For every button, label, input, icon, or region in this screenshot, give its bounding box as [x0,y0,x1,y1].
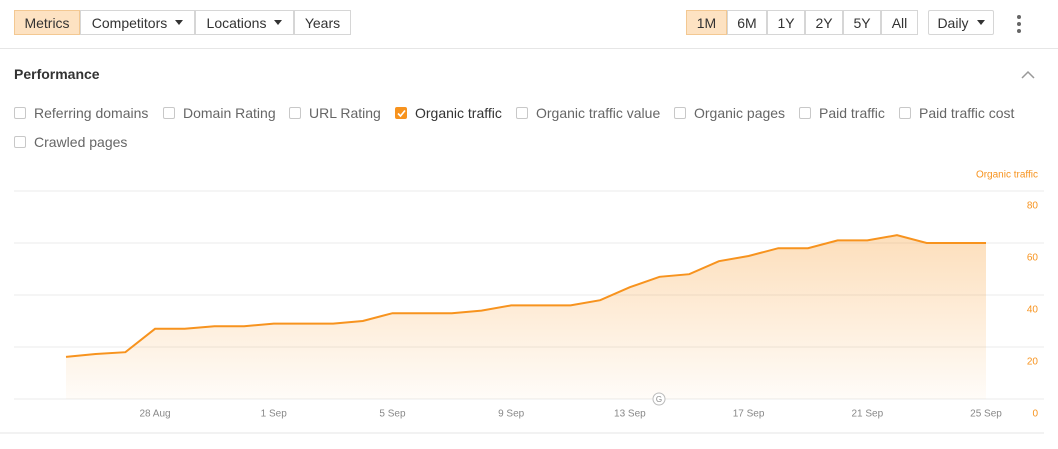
range-button[interactable]: 1M [686,10,727,35]
x-tick-label: 21 Sep [851,409,883,420]
checkbox-label: Paid traffic cost [919,105,1015,121]
checkbox[interactable]: Paid traffic [799,105,885,121]
checkbox-box [163,107,175,119]
checkbox-box [289,107,301,119]
checkbox[interactable]: URL Rating [289,105,381,121]
checkbox-label: Domain Rating [183,105,276,121]
range-label: All [891,14,908,31]
checkbox-box [14,107,26,119]
section-title: Performance [14,66,100,82]
interval-dropdown[interactable]: Daily [928,10,994,35]
range-button[interactable]: 6M [727,10,767,35]
y-axis-label: Organic traffic [976,170,1038,181]
range-button[interactable]: 5Y [843,10,881,35]
checkbox-box [14,136,26,148]
x-tick-label: 25 Sep [970,409,1002,420]
tab-label: Locations [206,14,267,31]
checkbox[interactable]: Domain Rating [163,105,276,121]
interval-label: Daily [937,14,969,31]
range-label: 1M [696,14,717,31]
x-tick-label: 17 Sep [733,409,765,420]
tab[interactable]: Locations [195,10,294,35]
checkbox-box [395,107,407,119]
caret [274,20,283,25]
more-menu[interactable] [1017,15,1021,33]
divider [0,48,1058,49]
checkbox-label: Crawled pages [34,134,128,150]
area [66,235,986,399]
tab-label: Metrics [24,14,70,31]
tab[interactable]: Metrics [14,10,80,35]
checkbox-box [799,107,811,119]
checkbox-label: Referring domains [34,105,149,121]
y-tick-label: 20 [1027,357,1039,368]
x-tick-label: 13 Sep [614,409,646,420]
range-label: 6M [737,14,757,31]
y-tick-label: 0 [1032,409,1038,420]
tab-label: Years [304,14,341,31]
caret [175,20,184,25]
checkbox[interactable]: Organic traffic [395,105,502,121]
checkbox[interactable]: Paid traffic cost [899,105,1014,121]
x-tick-label: 5 Sep [379,409,406,420]
range-label: 2Y [815,14,833,31]
y-tick-label: 40 [1027,305,1039,316]
checkbox-label: Organic traffic [415,105,502,121]
tab[interactable]: Competitors [80,10,195,35]
checkbox-box [899,107,911,119]
tab-label: Competitors [91,14,168,31]
range-button[interactable]: 2Y [805,10,843,35]
checkbox[interactable]: Crawled pages [14,134,127,150]
range-button[interactable]: 1Y [767,10,805,35]
y-tick-label: 60 [1027,253,1039,264]
range-label: 1Y [777,14,795,31]
x-tick-label: 28 Aug [139,409,170,420]
line [65,234,986,358]
checkbox-label: Organic traffic value [536,105,661,121]
checkbox[interactable]: Organic traffic value [516,105,660,121]
caret [976,20,985,25]
checkbox-label: Paid traffic [819,105,885,121]
x-tick-label: 9 Sep [498,409,525,420]
collapse-icon[interactable] [1021,70,1035,79]
range-label: 5Y [853,14,871,31]
checkbox-label: Organic pages [694,105,786,121]
y-tick-label: 80 [1027,201,1039,212]
checkbox[interactable]: Organic pages [674,105,785,121]
marker-icon: G [656,395,662,404]
x-tick-label: 1 Sep [261,409,288,420]
range-button[interactable]: All [881,10,918,35]
google-update-marker[interactable] [652,392,666,406]
checkbox-box [516,107,528,119]
checkbox-label: URL Rating [309,105,381,121]
checkbox[interactable]: Referring domains [14,105,148,121]
checkbox-box [674,107,686,119]
tab[interactable]: Years [294,10,351,35]
